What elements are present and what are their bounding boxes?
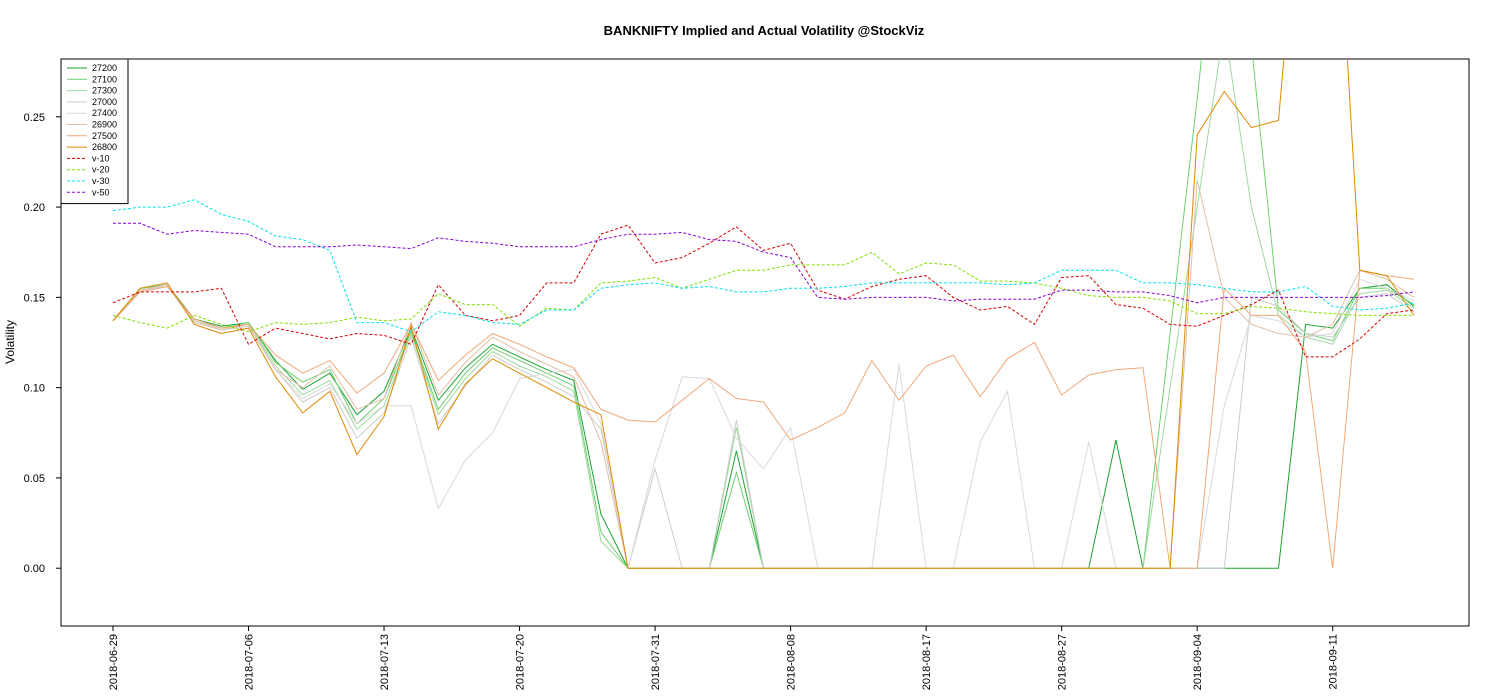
x-tick-label: 2018-07-31: [650, 634, 662, 690]
x-tick-label: 2018-07-20: [515, 634, 527, 690]
series-line-27300: [112, 59, 1415, 569]
series-line-26800: [112, 59, 1415, 569]
legend-label-27400: 27400: [92, 108, 117, 118]
x-tick-label: 2018-06-29: [108, 634, 120, 690]
legend-label-v-10: v-10: [92, 153, 110, 163]
x-tick-label: 2018-09-04: [1192, 634, 1204, 690]
x-tick-label: 2018-08-27: [1057, 634, 1069, 690]
y-tick-label: 0.10: [24, 383, 45, 395]
legend-label-v-50: v-50: [92, 187, 110, 197]
legend-label-26800: 26800: [92, 142, 117, 152]
legend-label-27300: 27300: [92, 86, 117, 96]
y-axis-title: Volatility: [3, 320, 17, 364]
y-tick-label: 0.25: [24, 112, 45, 124]
y-tick-label: 0.15: [24, 292, 45, 304]
legend-label-27200: 27200: [92, 63, 117, 73]
series-line-v-10: [112, 224, 1415, 358]
x-tick-label: 2018-08-17: [921, 634, 933, 690]
series-line-27000: [112, 285, 1415, 569]
legend-box: [60, 58, 129, 205]
legend-label-27500: 27500: [92, 131, 117, 141]
series-line-v-50: [113, 222, 1415, 304]
x-axis: 2018-06-29 2018-07-06 2018-07-13 2018-07-20…: [108, 626, 1340, 690]
series-line-27500: [112, 269, 1415, 569]
plot-frame: [60, 58, 1470, 627]
series-line-v-20: [112, 251, 1414, 333]
x-tick-label: 2018-07-13: [379, 634, 391, 690]
legend-label-v-30: v-30: [92, 176, 110, 186]
y-axis: 0.00 0.05 0.10 0.15 0.20 0.25: [24, 112, 61, 575]
legend-label-v-20: v-20: [92, 165, 110, 175]
series-line-26900: [112, 179, 1415, 569]
x-tick-label: 2018-07-06: [244, 634, 256, 690]
series-layer: [112, 59, 1415, 569]
y-tick-label: 0.20: [24, 202, 45, 214]
series-line-27400: [112, 278, 1415, 569]
series-line-v-30: [112, 199, 1415, 333]
series-line-27100: [112, 59, 1415, 569]
y-tick-label: 0.00: [24, 563, 45, 575]
x-tick-label: 2018-09-11: [1328, 634, 1340, 689]
legend-label-27000: 27000: [92, 97, 117, 107]
series-line-27200: [112, 284, 1415, 569]
legend-label-26900: 26900: [92, 120, 117, 130]
y-tick-label: 0.05: [24, 473, 45, 485]
x-tick-label: 2018-08-08: [786, 634, 798, 690]
legend-label-27100: 27100: [92, 74, 117, 84]
chart-title: BANKNIFTY Implied and Actual Volatility …: [604, 23, 925, 38]
